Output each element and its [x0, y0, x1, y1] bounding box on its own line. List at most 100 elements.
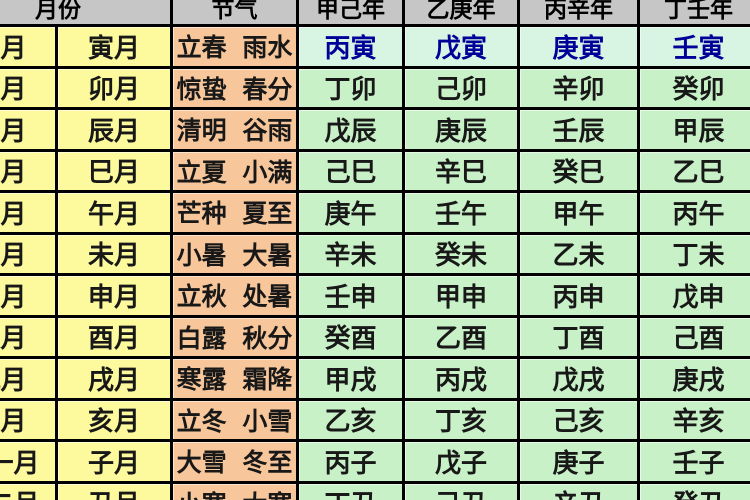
table-row: 十一月 子月 大雪 冬至 丙子 戊子 庚子 壬子: [0, 439, 750, 484]
month-branch-cell: 亥月: [55, 397, 173, 442]
month-number-cell: 正月: [0, 24, 58, 69]
stem-cell: 庚寅: [517, 24, 640, 69]
header-year-dingren: 丁壬年: [637, 0, 750, 27]
month-number-cell: 五月: [0, 190, 58, 235]
month-branch-cell: 戌月: [55, 356, 173, 401]
stem-cell: 辛亥: [637, 397, 750, 442]
solar-terms-cell: 寒露 霜降: [170, 356, 299, 401]
solar-terms-cell: 芒种 夏至: [170, 190, 299, 235]
stem-cell: 甲申: [402, 273, 520, 318]
stem-cell: 丙申: [517, 273, 640, 318]
solar-terms-cell: 清明 谷雨: [170, 107, 299, 152]
month-branch-cell: 酉月: [55, 314, 173, 359]
solar-terms-cell: 大雪 冬至: [170, 439, 299, 484]
stem-cell: 壬申: [296, 273, 405, 318]
table-row: 七月 申月 立秋 处暑 壬申 甲申 丙申 戊申: [0, 273, 750, 318]
stem-cell: 癸巳: [517, 148, 640, 193]
month-number-cell: 二月: [0, 65, 58, 110]
stem-cell: 丙子: [296, 439, 405, 484]
solar-terms-cell: 小寒 大寒: [170, 480, 299, 500]
stem-cell: 己酉: [637, 314, 750, 359]
stem-cell: 乙酉: [402, 314, 520, 359]
stem-cell: 庚戌: [637, 356, 750, 401]
stem-cell: 甲戌: [296, 356, 405, 401]
month-number-cell: 七月: [0, 273, 58, 318]
stem-cell: 己亥: [517, 397, 640, 442]
solar-terms-cell: 立春 雨水: [170, 24, 299, 69]
stem-cell: 癸卯: [637, 65, 750, 110]
month-number-cell: 六月: [0, 231, 58, 276]
stem-cell: 戊寅: [402, 24, 520, 69]
stem-cell: 癸未: [402, 231, 520, 276]
month-number-cell: 十二月: [0, 480, 58, 500]
table-row: 三月 辰月 清明 谷雨 戊辰 庚辰 壬辰 甲辰: [0, 107, 750, 152]
stem-cell: 丁卯: [296, 65, 405, 110]
stem-cell: 壬辰: [517, 107, 640, 152]
table-row: 十二月 丑月 小寒 大寒 丁丑 己丑 辛丑 癸丑: [0, 480, 750, 500]
stem-cell: 戊子: [402, 439, 520, 484]
stem-cell: 戊辰: [296, 107, 405, 152]
header-row: 月份 节气 甲己年 乙庚年 丙辛年 丁壬年: [0, 0, 750, 27]
header-year-bingxin: 丙辛年: [517, 0, 640, 27]
stem-cell: 辛未: [296, 231, 405, 276]
stem-cell: 壬子: [637, 439, 750, 484]
month-branch-cell: 午月: [55, 190, 173, 235]
solar-terms-cell: 白露 秋分: [170, 314, 299, 359]
stem-cell: 丙寅: [296, 24, 405, 69]
stem-cell: 丙午: [637, 190, 750, 235]
header-year-jiaji: 甲己年: [296, 0, 405, 27]
month-number-cell: 四月: [0, 148, 58, 193]
month-branch-cell: 申月: [55, 273, 173, 318]
stem-cell: 乙巳: [637, 148, 750, 193]
table-row: 五月 午月 芒种 夏至 庚午 壬午 甲午 丙午: [0, 190, 750, 235]
solar-terms-cell: 立冬 小雪: [170, 397, 299, 442]
month-number-cell: 三月: [0, 107, 58, 152]
stem-cell: 甲辰: [637, 107, 750, 152]
table-row: 二月 卯月 惊蛰 春分 丁卯 己卯 辛卯 癸卯: [0, 65, 750, 110]
header-solar-terms: 节气: [170, 0, 299, 27]
month-branch-cell: 卯月: [55, 65, 173, 110]
solar-terms-cell: 惊蛰 春分: [170, 65, 299, 110]
stem-cell: 辛巳: [402, 148, 520, 193]
stem-cell: 丁丑: [296, 480, 405, 500]
stem-cell: 己丑: [402, 480, 520, 500]
table-row: 四月 巳月 立夏 小满 己巳 辛巳 癸巳 乙巳: [0, 148, 750, 193]
table-row: 十月 亥月 立冬 小雪 乙亥 丁亥 己亥 辛亥: [0, 397, 750, 442]
stem-cell: 庚午: [296, 190, 405, 235]
solar-terms-cell: 立秋 处暑: [170, 273, 299, 318]
stem-cell: 甲午: [517, 190, 640, 235]
stem-cell: 壬午: [402, 190, 520, 235]
month-number-cell: 十月: [0, 397, 58, 442]
stem-cell: 戊申: [637, 273, 750, 318]
month-branch-cell: 丑月: [55, 480, 173, 500]
stem-cell: 辛丑: [517, 480, 640, 500]
stem-cell: 己卯: [402, 65, 520, 110]
stem-cell: 壬寅: [637, 24, 750, 69]
stem-cell: 丙戌: [402, 356, 520, 401]
stem-cell: 辛卯: [517, 65, 640, 110]
month-number-cell: 八月: [0, 314, 58, 359]
table-row: 九月 戌月 寒露 霜降 甲戌 丙戌 戊戌 庚戌: [0, 356, 750, 401]
stem-cell: 庚子: [517, 439, 640, 484]
table-row: 八月 酉月 白露 秋分 癸酉 乙酉 丁酉 己酉: [0, 314, 750, 359]
stem-cell: 丁未: [637, 231, 750, 276]
solar-terms-cell: 立夏 小满: [170, 148, 299, 193]
stem-cell: 庚辰: [402, 107, 520, 152]
month-number-cell: 十一月: [0, 439, 58, 484]
month-number-cell: 九月: [0, 356, 58, 401]
stem-cell: 丁酉: [517, 314, 640, 359]
stem-cell: 乙未: [517, 231, 640, 276]
stem-cell: 癸丑: [637, 480, 750, 500]
month-branch-cell: 子月: [55, 439, 173, 484]
month-branch-cell: 辰月: [55, 107, 173, 152]
stem-cell: 癸酉: [296, 314, 405, 359]
header-month-group: 月份: [0, 0, 173, 27]
stem-cell: 乙亥: [296, 397, 405, 442]
month-branch-cell: 巳月: [55, 148, 173, 193]
header-year-yigeng: 乙庚年: [402, 0, 520, 27]
stem-cell: 丁亥: [402, 397, 520, 442]
table-row: 六月 未月 小暑 大暑 辛未 癸未 乙未 丁未: [0, 231, 750, 276]
table-row: 正月 寅月 立春 雨水 丙寅 戊寅 庚寅 壬寅: [0, 24, 750, 69]
